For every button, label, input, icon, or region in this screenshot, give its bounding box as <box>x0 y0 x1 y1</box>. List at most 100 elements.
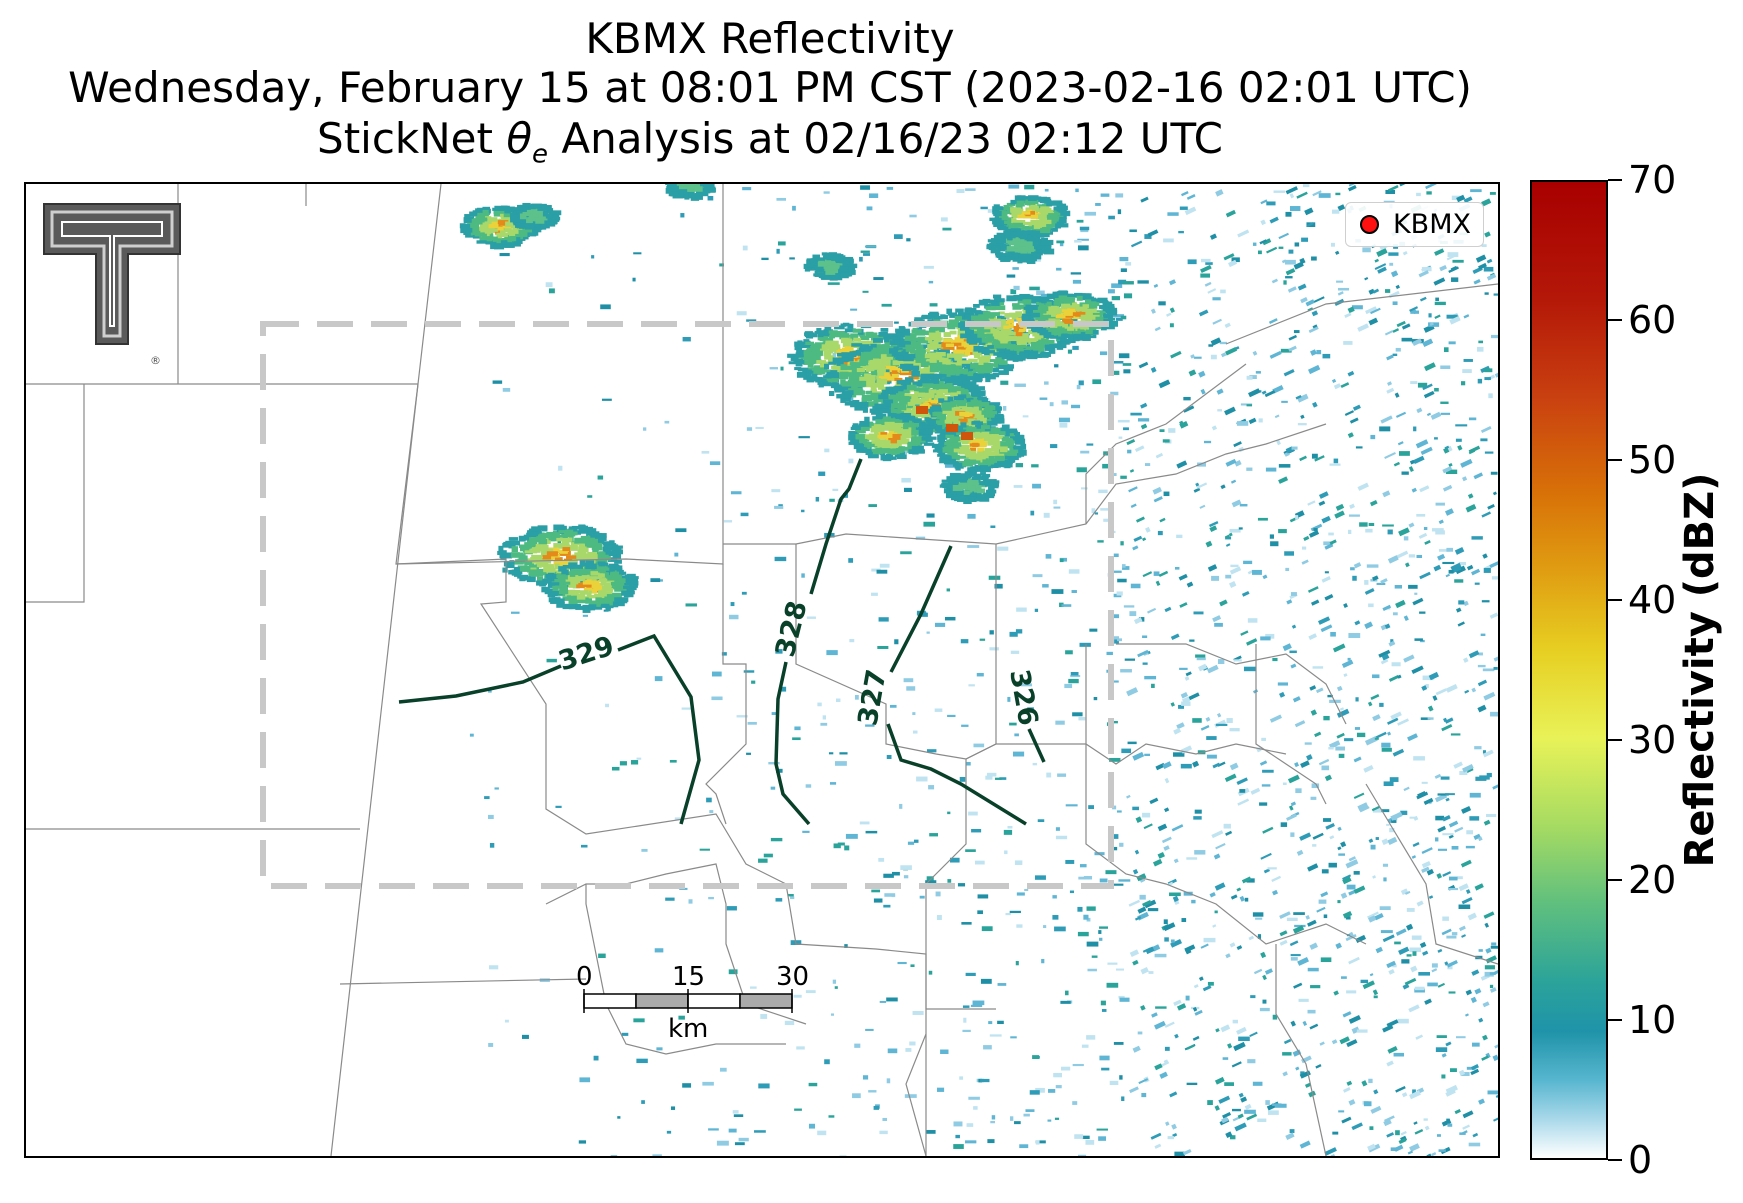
echo-pixel <box>1409 1143 1420 1152</box>
echo-pixel <box>1337 291 1344 296</box>
echo-pixel <box>1359 522 1368 527</box>
echo-pixel <box>1324 543 1334 550</box>
echo-pixel <box>968 453 975 458</box>
echo-pixel <box>1329 463 1341 466</box>
echo-pixel <box>950 436 957 443</box>
echo-pixel <box>733 1114 744 1117</box>
echo-pixel <box>983 435 992 441</box>
echo-pixel <box>1117 638 1123 642</box>
echo-pixel <box>1073 303 1080 310</box>
echo-pixel <box>1457 876 1463 880</box>
echo-pixel <box>989 630 994 635</box>
echo-pixel <box>986 465 994 469</box>
echo-pixel <box>1412 338 1423 346</box>
echo-pixel <box>1052 915 1059 920</box>
echo-pixel <box>1307 863 1319 872</box>
echo-pixel <box>873 396 885 403</box>
echo-pixel <box>805 349 813 353</box>
echo-pixel <box>1368 1078 1373 1084</box>
echo-pixel <box>1117 419 1130 423</box>
echo-pixel <box>1058 321 1065 326</box>
echo-pixel <box>985 306 994 310</box>
echo-pixel <box>1460 458 1473 468</box>
echo-pixel <box>964 376 975 381</box>
echo-pixel <box>930 378 940 384</box>
echo-pixel <box>1347 184 1357 192</box>
echo-pixel <box>830 382 840 389</box>
echo-pixel <box>1108 309 1116 316</box>
echo-pixel <box>1015 439 1025 445</box>
echo-pixel <box>879 1000 887 1003</box>
echo-pixel <box>1246 404 1253 407</box>
echo-pixel <box>1013 285 1020 291</box>
echo-pixel <box>720 1067 727 1072</box>
echo-pixel <box>899 347 908 353</box>
echo-pixel <box>1229 528 1241 533</box>
echo-pixel <box>938 366 944 371</box>
echo-pixel <box>1116 810 1122 813</box>
echo-pixel <box>1354 727 1361 730</box>
echo-pixel <box>1063 310 1074 316</box>
echo-pixel <box>546 658 557 663</box>
echo-pixel <box>1353 792 1365 800</box>
echo-pixel <box>1016 434 1024 439</box>
echo-pixel <box>859 439 865 444</box>
echo-pixel <box>1347 370 1355 377</box>
echo-pixel <box>1336 732 1345 739</box>
echo-pixel <box>681 707 691 710</box>
echo-pixel <box>1222 1112 1232 1119</box>
echo-pixel <box>900 435 906 441</box>
echo-pixel <box>1437 553 1446 561</box>
echo-pixel <box>1255 371 1261 374</box>
echo-pixel <box>1325 822 1335 830</box>
echo-pixel <box>1142 812 1151 818</box>
echo-pixel <box>1455 424 1468 427</box>
echo-pixel <box>1002 343 1012 348</box>
echo-pixel <box>1288 345 1297 352</box>
echo-pixel <box>959 327 970 331</box>
echo-pixel <box>1072 712 1083 717</box>
echo-pixel <box>1488 393 1493 399</box>
echo-pixel <box>1352 404 1361 411</box>
echo-pixel <box>957 495 968 499</box>
echo-pixel <box>1346 1080 1353 1086</box>
echo-pixel <box>881 440 891 446</box>
echo-pixel <box>909 411 919 417</box>
echo-pixel <box>1478 1017 1484 1023</box>
echo-pixel <box>817 335 829 341</box>
echo-pixel <box>1240 403 1253 406</box>
echo-pixel <box>860 185 870 190</box>
echo-pixel <box>1140 1004 1146 1011</box>
echo-pixel <box>899 400 907 404</box>
echo-pixel <box>1382 863 1389 867</box>
echo-pixel <box>944 419 953 424</box>
echo-pixel <box>488 1042 494 1047</box>
echo-pixel <box>751 680 756 684</box>
echo-pixel <box>545 282 553 288</box>
echo-pixel <box>1006 274 1016 278</box>
echo-pixel <box>1119 842 1124 847</box>
echo-pixel <box>1396 320 1406 328</box>
echo-pixel <box>926 513 935 518</box>
echo-pixel <box>1288 805 1294 811</box>
echo-pixel <box>1386 960 1397 969</box>
echo-pixel <box>1425 684 1429 689</box>
echo-pixel <box>1037 311 1043 317</box>
echo-pixel <box>1055 1085 1062 1089</box>
echo-pixel <box>1170 939 1175 943</box>
echo-pixel <box>1192 1035 1200 1041</box>
echo-pixel <box>1161 836 1172 844</box>
echo-pixel <box>709 461 721 466</box>
echo-pixel <box>944 464 957 468</box>
echo-pixel <box>1391 817 1398 821</box>
echo-pixel <box>1440 365 1451 369</box>
echo-pixel <box>1374 258 1379 263</box>
echo-pixel <box>1046 305 1054 311</box>
echo-pixel <box>968 381 977 386</box>
echo-pixel <box>1220 1024 1231 1033</box>
echo-pixel <box>1120 541 1124 546</box>
echo-pixel <box>1027 707 1034 711</box>
echo-pixel <box>1006 444 1017 449</box>
radar-map[interactable]: 329 328 327 326 ® 0 15 30 km KBMX <box>24 182 1500 1158</box>
echo-pixel <box>946 308 953 315</box>
